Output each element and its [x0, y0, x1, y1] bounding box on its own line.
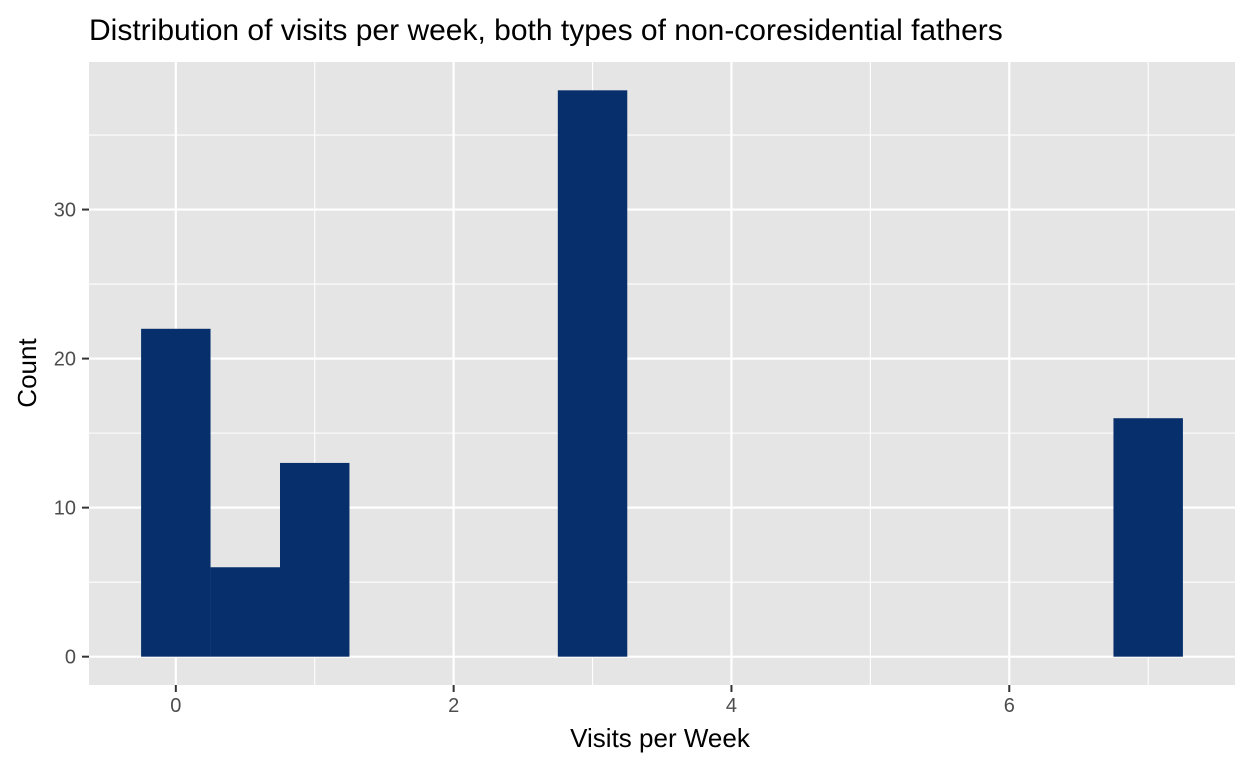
- y-tick-label: 10: [54, 498, 76, 520]
- x-tick-label: 2: [448, 695, 459, 717]
- x-tick-label: 4: [726, 695, 737, 717]
- x-tick-label: 6: [1004, 695, 1015, 717]
- histogram-bar: [1113, 418, 1183, 657]
- histogram-bar: [210, 567, 280, 657]
- x-axis: 0 2 4 6: [170, 685, 1015, 717]
- x-axis-title: Visits per Week: [570, 723, 751, 753]
- y-tick-label: 20: [54, 349, 76, 371]
- y-axis-title: Count: [12, 338, 42, 408]
- histogram-bar: [280, 462, 350, 657]
- y-tick-label: 0: [65, 647, 76, 669]
- chart-title: Distribution of visits per week, both ty…: [89, 14, 1003, 47]
- y-axis: 0 10 20 30: [54, 200, 89, 669]
- histogram-bar: [141, 328, 211, 657]
- x-tick-label: 0: [170, 695, 181, 717]
- bars-group: [141, 90, 1183, 657]
- histogram-bar: [557, 90, 628, 657]
- y-tick-label: 30: [54, 200, 76, 222]
